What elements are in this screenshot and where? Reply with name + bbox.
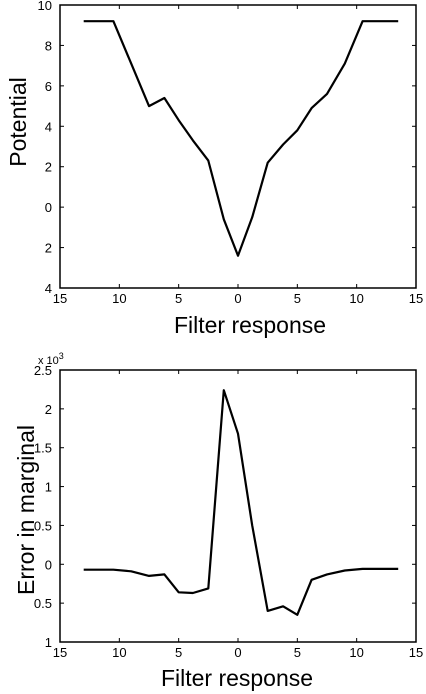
y-tick-label: 8 — [45, 38, 52, 53]
y-tick-label: 2 — [45, 402, 52, 417]
y-tick-label: 0 — [45, 557, 52, 572]
y-tick-label: 1 — [45, 635, 52, 650]
x-tick-label: 15 — [409, 645, 423, 660]
x-tick-label: 15 — [53, 291, 67, 306]
y-tick-label: 0.5 — [34, 518, 52, 533]
x-tick-label: 10 — [349, 291, 363, 306]
y-tick-label: 2.5 — [34, 363, 52, 378]
y-tick-label: 1 — [45, 480, 52, 495]
x-tick-label: 5 — [175, 645, 182, 660]
potential-line — [83, 20, 399, 257]
x-tick-label: 0 — [234, 291, 241, 306]
y-multiplier-exponent: 3 — [59, 351, 64, 361]
y-axis-label-1: Potential — [5, 77, 31, 167]
x-tick-label: 0 — [234, 645, 241, 660]
x-tick-label: 5 — [175, 291, 182, 306]
y-tick-label: 2 — [45, 241, 52, 256]
y-tick-label: 2 — [45, 160, 52, 175]
y-ticks-2: 2.5 2 1.5 1 0.5 0 0.5 1 — [34, 363, 416, 650]
x-tick-label: 10 — [112, 645, 126, 660]
y-ticks-1: 10 8 6 4 2 0 2 4 — [38, 0, 416, 296]
y-tick-label: 4 — [45, 281, 52, 296]
x-tick-label: 5 — [294, 645, 301, 660]
y-tick-label: 4 — [45, 119, 52, 134]
potential-chart: 15 10 5 0 5 10 15 10 8 6 4 2 0 2 4 Filter response Po… — [5, 0, 423, 338]
x-tick-label: 5 — [294, 291, 301, 306]
y-multiplier: x 103 — [38, 351, 64, 367]
x-tick-label: 15 — [409, 291, 423, 306]
x-tick-label: 15 — [53, 645, 67, 660]
y-multiplier-base: x 10 — [38, 355, 59, 367]
plot-frame-1 — [59, 4, 417, 289]
x-axis-label-1: Filter response — [174, 312, 326, 338]
plot-frame-2 — [59, 369, 417, 643]
y-tick-label: 0 — [45, 200, 52, 215]
y-tick-label: 10 — [38, 0, 52, 13]
y-axis-label-2: Error in marginal — [13, 425, 39, 595]
x-tick-label: 10 — [112, 291, 126, 306]
y-tick-label: 6 — [45, 79, 52, 94]
error-chart: 15 10 5 0 5 10 15 2.5 2 1.5 1 0.5 0 0.5 1 x 103 Filte… — [13, 351, 423, 691]
error-line — [83, 389, 399, 616]
x-ticks-2: 15 10 5 0 5 10 15 — [53, 370, 423, 660]
x-ticks-1: 15 10 5 0 5 10 15 — [53, 5, 423, 306]
y-tick-label: 1.5 — [34, 441, 52, 456]
y-tick-label: 0.5 — [34, 596, 52, 611]
x-tick-label: 10 — [349, 645, 363, 660]
x-axis-label-2: Filter response — [161, 665, 313, 691]
